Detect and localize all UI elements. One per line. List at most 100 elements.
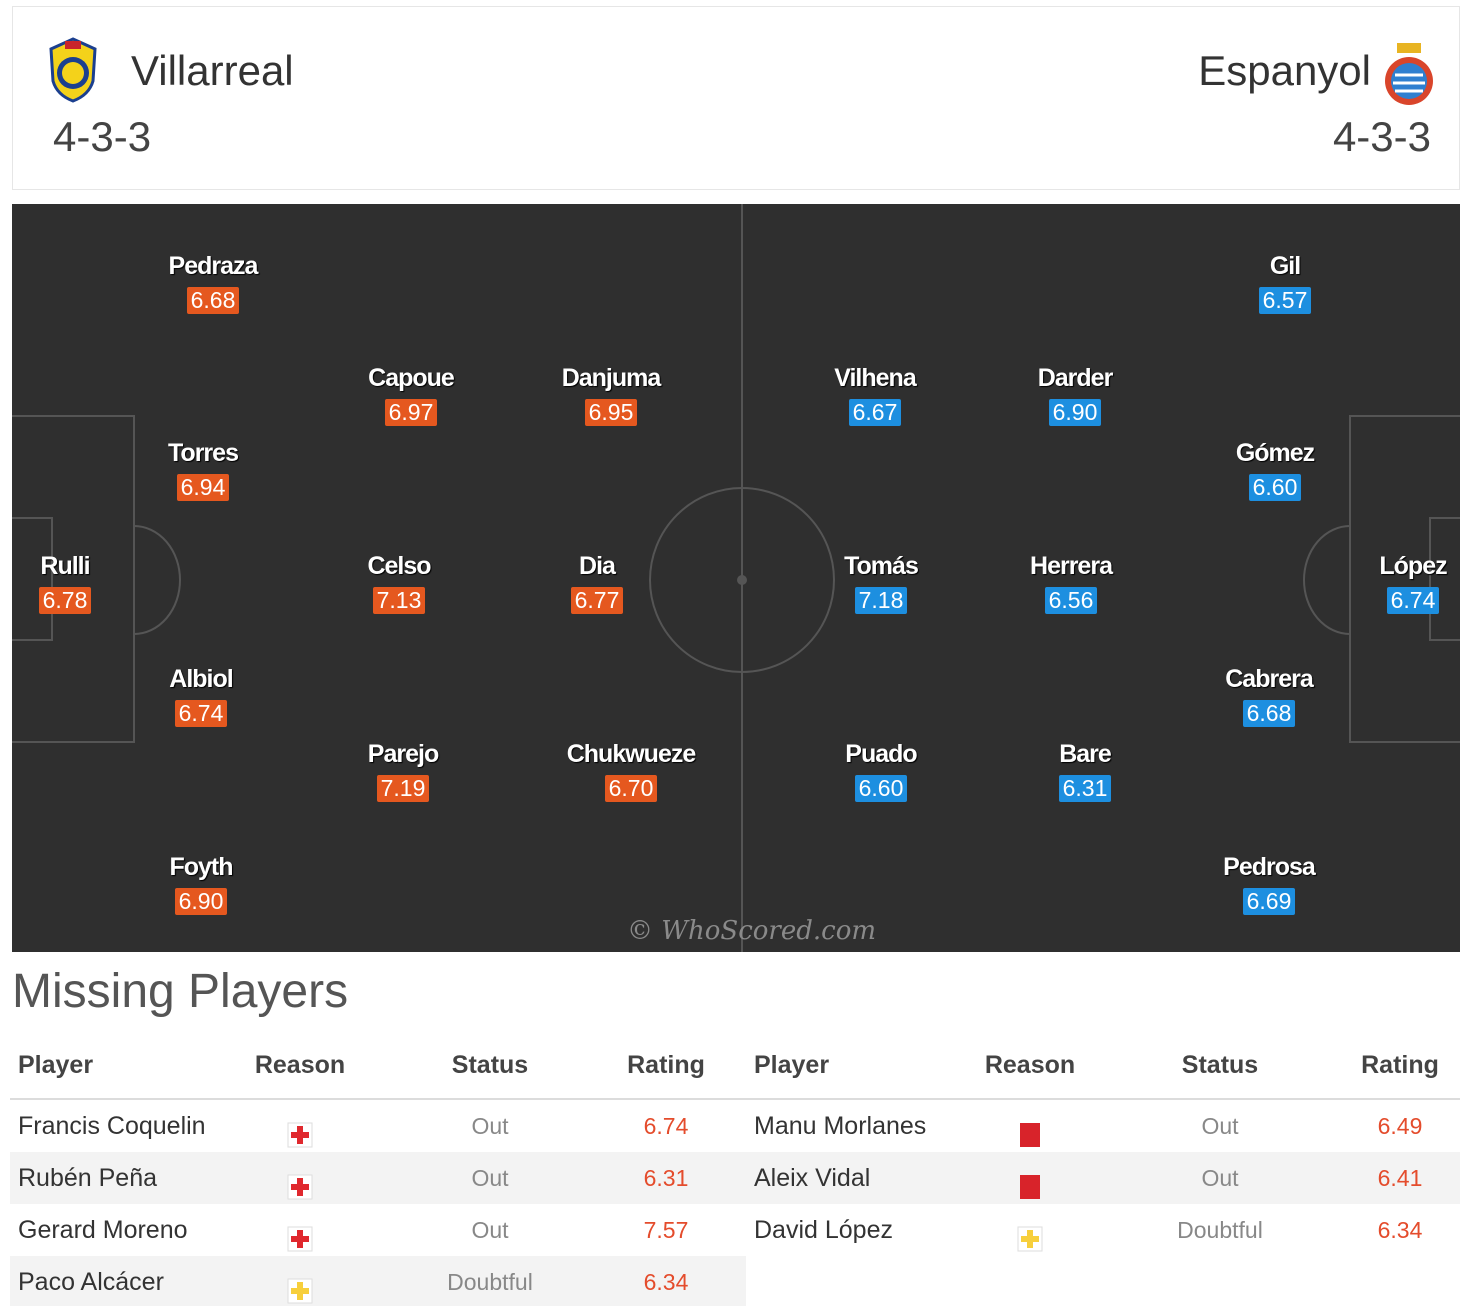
player-card-albiol[interactable]: Albiol 6.74 <box>126 664 276 727</box>
table-row: Rubén Peña Out 6.31 <box>10 1152 746 1204</box>
player-rating: 6.95 <box>584 399 638 426</box>
away-formation: 4-3-3 <box>1332 113 1431 160</box>
player-card-tomas[interactable]: Tomás 7.18 <box>806 551 956 614</box>
player-name: Tomás <box>844 552 919 580</box>
player-card-pedrosa[interactable]: Pedrosa 6.69 <box>1194 852 1344 915</box>
player-rating: 6.97 <box>384 399 438 426</box>
player-card-herrera[interactable]: Herrera 6.56 <box>996 551 1146 614</box>
player-card-pedraza[interactable]: Pedraza 6.68 <box>138 251 288 314</box>
missing-player-name[interactable]: Manu Morlanes <box>754 1112 927 1140</box>
player-name: Parejo <box>367 740 439 768</box>
header-rating[interactable]: Rating <box>1361 1051 1439 1079</box>
player-name: Capoue <box>368 364 455 392</box>
player-name: Torres <box>168 439 239 467</box>
missing-player-name[interactable]: Paco Alcácer <box>18 1268 164 1296</box>
red-card-icon <box>1017 1166 1043 1200</box>
table-row: Gerard Moreno Out 7.57 <box>10 1204 746 1256</box>
player-rating: 6.70 <box>604 775 658 802</box>
doubtful-icon <box>287 1270 313 1304</box>
player-rating: 6.90 <box>1048 399 1102 426</box>
status-cell: Out <box>1201 1165 1239 1191</box>
player-card-foyth[interactable]: Foyth 6.90 <box>126 852 276 915</box>
player-rating: 7.18 <box>854 587 908 614</box>
player-rating: 6.74 <box>1386 587 1440 614</box>
rating-cell: 6.31 <box>643 1165 689 1191</box>
player-card-vilhena[interactable]: Vilhena 6.67 <box>800 363 950 426</box>
header-status[interactable]: Status <box>1181 1051 1259 1079</box>
status-cell: Out <box>471 1165 509 1191</box>
player-card-gil[interactable]: Gil 6.57 <box>1210 251 1360 314</box>
player-card-celso[interactable]: Celso 7.13 <box>324 551 474 614</box>
player-rating: 6.57 <box>1258 287 1312 314</box>
header-rating[interactable]: Rating <box>627 1051 705 1079</box>
header-player[interactable]: Player <box>18 1051 94 1079</box>
reason-cell <box>230 1152 370 1204</box>
player-card-gomez[interactable]: Gómez 6.60 <box>1200 438 1350 501</box>
doubtful-icon <box>1017 1218 1043 1252</box>
player-card-darder[interactable]: Darder 6.90 <box>1000 363 1150 426</box>
player-card-dia[interactable]: Dia 6.77 <box>522 551 672 614</box>
injury-icon <box>287 1114 313 1148</box>
status-cell: Doubtful <box>447 1269 533 1295</box>
table-row: Manu Morlanes Out 6.49 <box>746 1100 1460 1152</box>
player-rating: 6.60 <box>1248 474 1302 501</box>
missing-player-name[interactable]: Rubén Peña <box>18 1164 158 1192</box>
player-card-bare[interactable]: Bare 6.31 <box>1010 739 1160 802</box>
rating-cell: 7.57 <box>643 1217 689 1243</box>
player-card-rulli[interactable]: Rulli 6.78 <box>12 551 140 614</box>
player-card-puado[interactable]: Puado 6.60 <box>806 739 956 802</box>
injury-icon <box>287 1218 313 1252</box>
player-card-torres[interactable]: Torres 6.94 <box>128 438 278 501</box>
player-card-lopez[interactable]: López 6.74 <box>1338 551 1460 614</box>
player-card-danjuma[interactable]: Danjuma 6.95 <box>536 363 686 426</box>
header-reason[interactable]: Reason <box>254 1051 346 1079</box>
home-formation: 4-3-3 <box>53 113 152 160</box>
player-rating: 6.77 <box>570 587 624 614</box>
player-name: Vilhena <box>834 364 916 392</box>
rating-cell: 6.49 <box>1377 1113 1423 1139</box>
espanyol-crest-icon <box>1385 43 1433 105</box>
table-row: David López Doubtful 6.34 <box>746 1204 1460 1256</box>
player-rating: 6.56 <box>1044 587 1098 614</box>
player-name: Gómez <box>1235 439 1315 467</box>
missing-player-name[interactable]: Francis Coquelin <box>18 1112 206 1140</box>
player-name: Danjuma <box>561 364 662 392</box>
header-reason[interactable]: Reason <box>984 1051 1076 1079</box>
player-name: Puado <box>845 740 917 768</box>
player-card-capoue[interactable]: Capoue 6.97 <box>336 363 486 426</box>
header-status[interactable]: Status <box>451 1051 529 1079</box>
missing-player-name[interactable]: Gerard Moreno <box>18 1216 188 1244</box>
player-name: Celso <box>367 552 431 580</box>
header-player[interactable]: Player <box>754 1051 830 1079</box>
reason-cell <box>230 1204 370 1256</box>
status-cell: Out <box>1201 1113 1239 1139</box>
table-row: Paco Alcácer Doubtful 6.34 <box>10 1256 746 1306</box>
player-name: Bare <box>1059 740 1112 768</box>
player-name: Rulli <box>40 552 90 580</box>
reason-cell <box>960 1204 1100 1256</box>
reason-cell <box>230 1100 370 1152</box>
player-name: Pedraza <box>168 252 259 280</box>
player-rating: 6.68 <box>186 287 240 314</box>
player-rating: 6.31 <box>1058 775 1112 802</box>
pitch-lines <box>12 204 1460 952</box>
player-rating: 6.78 <box>38 587 92 614</box>
status-cell: Doubtful <box>1177 1217 1263 1243</box>
status-cell: Out <box>471 1113 509 1139</box>
home-team-name[interactable]: Villarreal <box>131 47 294 94</box>
status-cell: Out <box>471 1217 509 1243</box>
player-card-cabrera[interactable]: Cabrera 6.68 <box>1194 664 1344 727</box>
table-row: Francis Coquelin Out 6.74 <box>10 1100 746 1152</box>
player-card-chukwueze[interactable]: Chukwueze 6.70 <box>556 739 706 802</box>
away-team-name[interactable]: Espanyol <box>1198 47 1371 94</box>
missing-player-name[interactable]: David López <box>754 1216 893 1244</box>
player-name: Chukwueze <box>566 740 697 768</box>
player-rating: 6.69 <box>1242 888 1296 915</box>
missing-players-title: Missing Players <box>12 965 349 1018</box>
player-rating: 6.60 <box>854 775 908 802</box>
away-missing-table: Player Reason Status Rating Manu Morlane… <box>746 1040 1460 1256</box>
player-card-parejo[interactable]: Parejo 7.19 <box>328 739 478 802</box>
table-header: Player Reason Status Rating <box>10 1040 746 1100</box>
reason-cell <box>960 1100 1100 1152</box>
missing-player-name[interactable]: Aleix Vidal <box>754 1164 871 1192</box>
